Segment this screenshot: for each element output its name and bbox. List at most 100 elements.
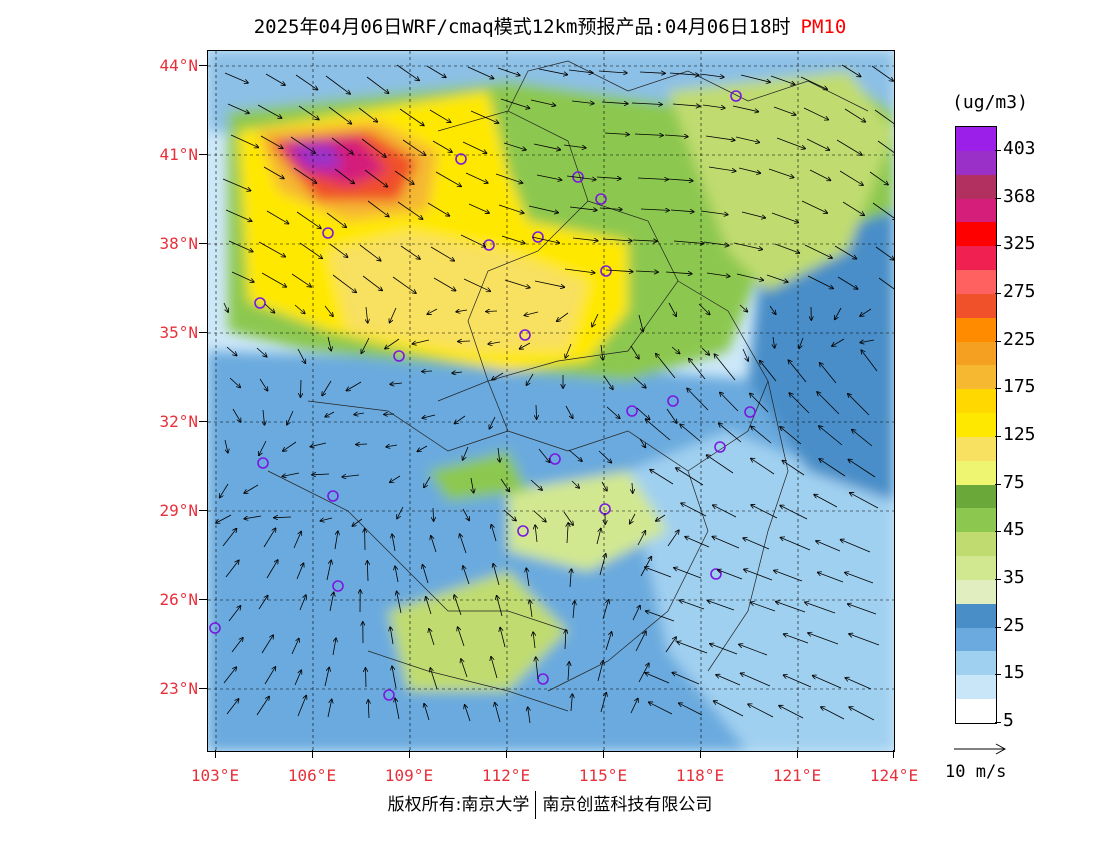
legend-swatch (956, 365, 996, 390)
wind-arrow (605, 270, 633, 272)
concentration-field (208, 51, 894, 751)
wind-arrow (462, 141, 487, 153)
legend-swatch (956, 651, 996, 676)
lon-label-118: 118°E (675, 766, 725, 785)
wind-arrow (845, 573, 874, 584)
wind-arrow (814, 495, 838, 508)
wind-arrow (705, 135, 735, 140)
wind-arrow (646, 611, 675, 622)
wind-arrow (720, 392, 739, 412)
wind-arrow (605, 632, 612, 651)
wind-arrow (325, 75, 350, 94)
legend-label: 25 (1003, 614, 1025, 636)
wind-arrow (297, 696, 306, 717)
wind-arrow (220, 483, 229, 498)
legend-swatch (956, 198, 996, 223)
wind-arrow (564, 268, 595, 273)
wind-arrow (602, 239, 632, 241)
province-boundaries (267, 60, 869, 712)
map-canvas (208, 51, 894, 751)
wind-arrow (597, 661, 603, 682)
wind-arrow (630, 513, 636, 524)
wind-arrow (454, 595, 462, 616)
legend-label: 35 (1003, 566, 1025, 588)
wind-arrow (784, 675, 812, 688)
wind-arrow (455, 415, 466, 424)
wind-arrow (801, 200, 827, 213)
wind-arrow (841, 540, 871, 553)
legend-swatch (956, 627, 996, 652)
wind-arrow (533, 632, 535, 649)
wind-arrow (769, 305, 776, 314)
wind-arrow (536, 657, 538, 680)
wind-arrow (432, 140, 452, 152)
wind-arrow (640, 209, 669, 210)
wind-arrow (427, 308, 438, 314)
wind-arrow (244, 515, 262, 519)
wind-arrow (710, 644, 738, 655)
legend-swatch (956, 508, 996, 533)
wind-arrow (739, 304, 747, 312)
color-legend (955, 126, 997, 724)
wind-vectors (216, 64, 894, 724)
wind-arrow (805, 602, 836, 614)
wind-arrow (331, 137, 353, 154)
wind-arrow (366, 668, 367, 688)
wind-arrow (567, 523, 568, 544)
wind-arrow (760, 361, 777, 382)
forecast-map[interactable] (207, 50, 895, 752)
wind-arrow (224, 439, 228, 453)
wind-arrow (225, 209, 252, 221)
legend-swatch (956, 699, 996, 724)
legend-tick (995, 626, 1001, 628)
legend-swatch (956, 174, 996, 199)
wind-arrow (497, 67, 520, 75)
wind-arrow (771, 212, 798, 223)
wind-arrow (718, 570, 743, 580)
legend-tick (995, 149, 1001, 151)
wind-arrow (808, 633, 839, 645)
wind-arrow (361, 138, 386, 157)
lon-label-121: 121°E (772, 766, 822, 785)
wind-arrow (310, 442, 327, 447)
copyright-right: 南京创蓝科技有限公司 (542, 795, 713, 815)
wind-arrow (500, 98, 530, 108)
wind-arrow (646, 419, 671, 441)
wind-arrow (842, 201, 864, 215)
wind-arrow (818, 573, 844, 583)
wind-arrow (396, 64, 419, 80)
wind-arrow (776, 137, 805, 149)
wind-arrow (707, 455, 734, 474)
wind-arrow (676, 468, 704, 486)
wind-arrow (557, 312, 569, 321)
wind-arrow (845, 678, 872, 690)
wind-arrow (397, 591, 402, 614)
wind-arrow (228, 606, 241, 622)
lon-label-124: 124°E (869, 766, 919, 785)
wind-arrow (645, 673, 670, 684)
wind-arrow (486, 311, 498, 312)
wind-arrow (467, 66, 494, 79)
legend-tick (995, 531, 1001, 533)
wind-arrow (227, 103, 249, 113)
wind-arrow (650, 470, 674, 485)
wind-arrow (422, 371, 433, 372)
wind-arrow (435, 171, 461, 186)
wind-arrow (392, 276, 416, 293)
wind-arrow (390, 475, 401, 482)
wind-arrow (361, 337, 370, 353)
wind-arrow (637, 531, 645, 546)
lat-label-29: 29°N (159, 501, 198, 520)
wind-arrow (774, 571, 803, 582)
wind-arrow (714, 354, 736, 381)
wind-arrow (708, 166, 736, 171)
wind-arrow (397, 201, 423, 219)
wind-arrow (601, 481, 607, 491)
wind-arrow (294, 670, 301, 686)
lon-tick (215, 750, 216, 758)
wind-arrow (400, 245, 420, 259)
wind-arrow (291, 639, 299, 655)
wind-arrow (528, 205, 558, 213)
wind-arrow (599, 208, 622, 210)
lat-tick (199, 421, 207, 422)
